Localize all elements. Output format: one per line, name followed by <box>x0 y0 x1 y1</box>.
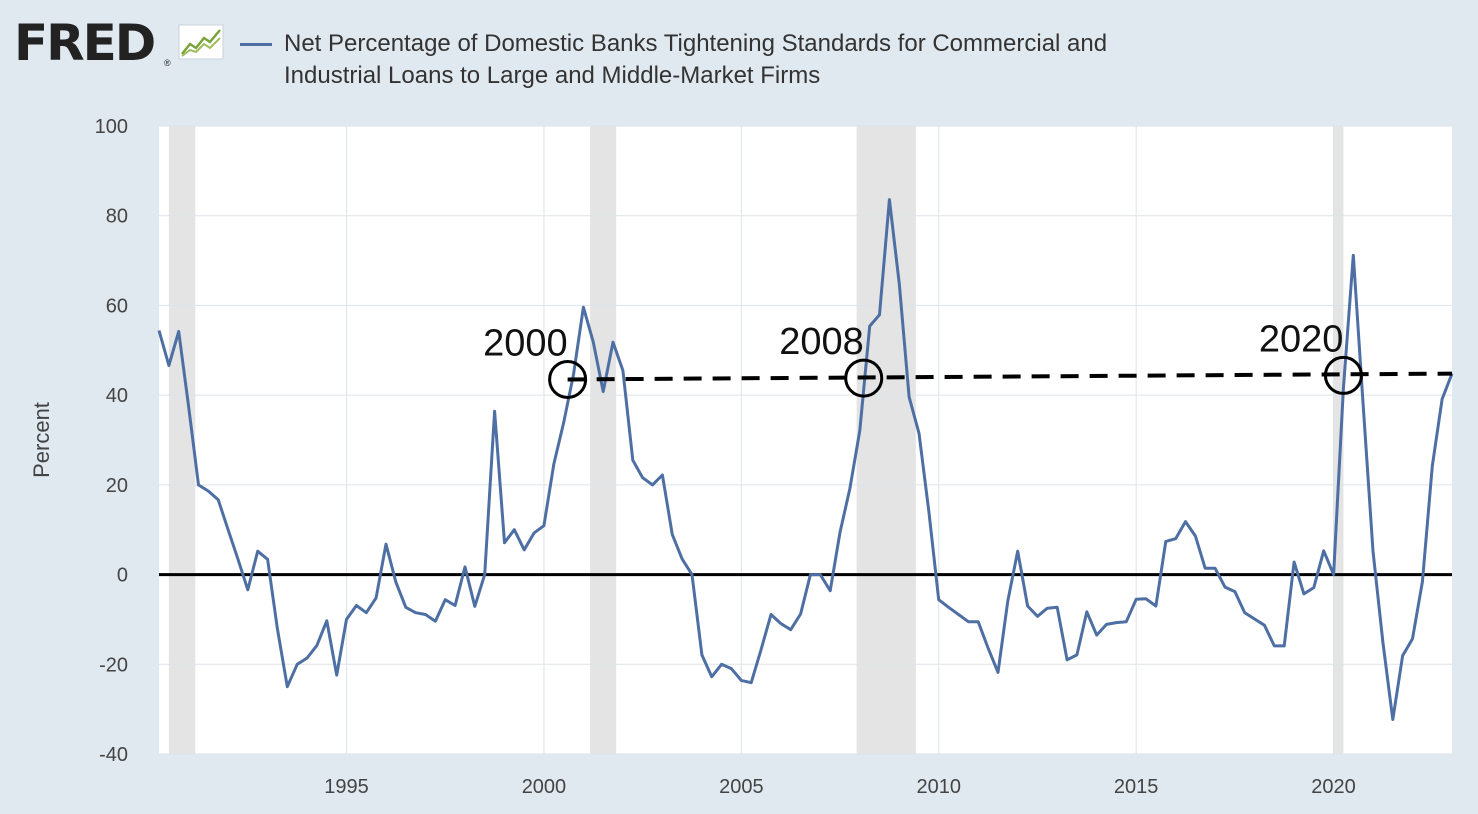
y-tick-label: 0 <box>117 565 128 587</box>
x-tick-label: 2000 <box>522 776 567 798</box>
y-tick-label: 60 <box>106 295 128 317</box>
x-tick-label: 2020 <box>1311 776 1356 798</box>
plot-area <box>159 126 1452 754</box>
recession-band <box>590 126 617 754</box>
annotation-circle <box>1323 355 1363 395</box>
series-line[interactable] <box>157 198 1454 721</box>
y-tick-label: 100 <box>95 116 128 138</box>
x-tick-label: 1995 <box>324 776 369 798</box>
dashed-reference-line <box>567 371 1453 382</box>
annotation-layer: 2000 2008 2020 <box>483 318 1453 399</box>
x-tick-label: 2005 <box>719 776 764 798</box>
recession-shading <box>159 126 1452 754</box>
y-tick-label: 40 <box>106 385 128 407</box>
annotation-label: 2020 <box>1259 318 1344 360</box>
y-tick-label: 20 <box>106 475 128 497</box>
y-axis-label: Percent <box>29 402 54 478</box>
y-tick-label: 80 <box>106 206 128 228</box>
legend-swatch <box>240 43 272 46</box>
fred-logo[interactable]: FRED <box>14 14 156 72</box>
x-tick-label: 2015 <box>1114 776 1159 798</box>
recession-band <box>1333 126 1344 754</box>
line-graph-icon <box>178 24 224 60</box>
x-tick-label: 2010 <box>916 776 961 798</box>
annotation-label: 2008 <box>779 321 864 363</box>
chart-title[interactable]: Net Percentage of Domestic Banks Tighten… <box>284 30 1108 89</box>
recession-band <box>168 126 196 754</box>
annotation-circle <box>548 359 588 399</box>
x-axis-ticks: 1995 2000 2005 2010 2015 2020 <box>324 776 1356 798</box>
y-tick-label: -20 <box>99 654 128 676</box>
registered-mark: ® <box>164 58 171 68</box>
annotation-circle <box>844 358 884 398</box>
annotation-label: 2000 <box>483 322 568 364</box>
y-tick-label: -40 <box>99 744 128 766</box>
y-axis-ticks: -40 -20 0 20 40 60 80 100 <box>95 116 128 766</box>
series-layer <box>157 198 1454 721</box>
